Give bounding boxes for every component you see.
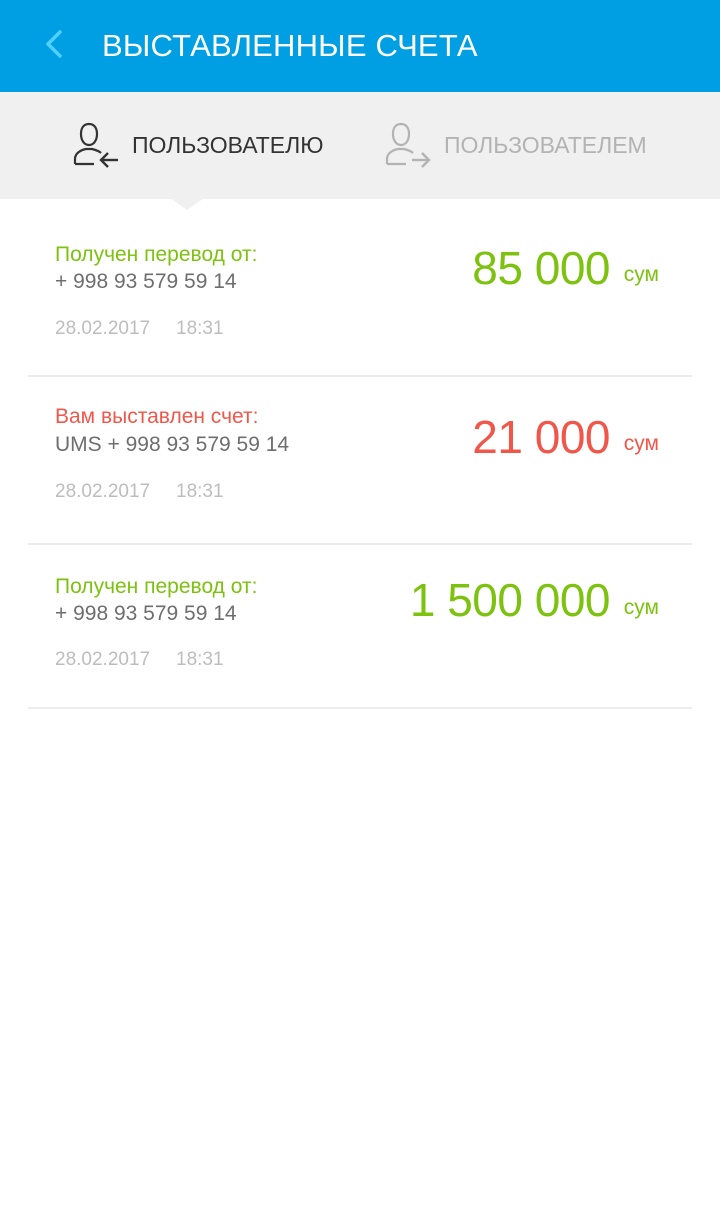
transaction-title: Получен перевод от: xyxy=(55,243,258,266)
tab-bar: ПОЛЬЗОВАТЕЛЮ ПОЛЬЗОВАТЕЛЕМ xyxy=(0,92,720,199)
invoice-list: Получен перевод от: + 998 93 579 59 14 2… xyxy=(0,199,720,709)
list-item[interactable]: Получен перевод от: + 998 93 579 59 14 2… xyxy=(0,199,720,377)
list-item[interactable]: Вам выставлен счет: UMS + 998 93 579 59 … xyxy=(0,377,720,545)
transaction-time: 18:31 xyxy=(176,318,224,339)
chevron-left-icon xyxy=(42,28,66,65)
page-title: ВЫСТАВЛЕННЫЕ СЧЕТА xyxy=(102,28,478,63)
tab-by-user-label: ПОЛЬЗОВАТЕЛЕМ xyxy=(444,132,647,158)
transaction-title: Получен перевод от: xyxy=(55,575,258,598)
active-tab-indicator xyxy=(170,198,204,210)
transaction-counterparty: + 998 93 579 59 14 xyxy=(55,270,237,293)
transaction-amount: 1 500 000 xyxy=(409,574,611,626)
user-arrow-in-icon xyxy=(72,120,120,172)
divider xyxy=(28,375,692,377)
back-button[interactable] xyxy=(30,22,78,70)
transaction-title: Вам выставлен счет: xyxy=(55,405,259,428)
divider xyxy=(28,707,692,709)
divider xyxy=(28,543,692,545)
tab-to-user[interactable]: ПОЛЬЗОВАТЕЛЮ xyxy=(72,92,323,199)
transaction-date: 28.02.2017 xyxy=(55,481,151,502)
transaction-currency: сум xyxy=(623,432,659,455)
tab-by-user[interactable]: ПОЛЬЗОВАТЕЛЕМ xyxy=(384,92,647,199)
transaction-currency: сум xyxy=(623,263,659,286)
transaction-counterparty: + 998 93 579 59 14 xyxy=(55,602,237,625)
transaction-date: 28.02.2017 xyxy=(55,318,151,339)
transaction-amount: 85 000 xyxy=(472,242,610,294)
transaction-date: 28.02.2017 xyxy=(55,649,151,670)
transaction-counterparty: UMS + 998 93 579 59 14 xyxy=(55,433,290,456)
transaction-amount: 21 000 xyxy=(472,411,610,463)
transaction-time: 18:31 xyxy=(176,649,224,670)
transaction-time: 18:31 xyxy=(176,481,224,502)
tab-to-user-label: ПОЛЬЗОВАТЕЛЮ xyxy=(132,132,324,158)
app-bar: ВЫСТАВЛЕННЫЕ СЧЕТА xyxy=(0,0,720,92)
list-item[interactable]: Получен перевод от: + 998 93 579 59 14 2… xyxy=(0,545,720,709)
transaction-currency: сум xyxy=(623,596,659,619)
user-arrow-out-icon xyxy=(384,120,432,172)
